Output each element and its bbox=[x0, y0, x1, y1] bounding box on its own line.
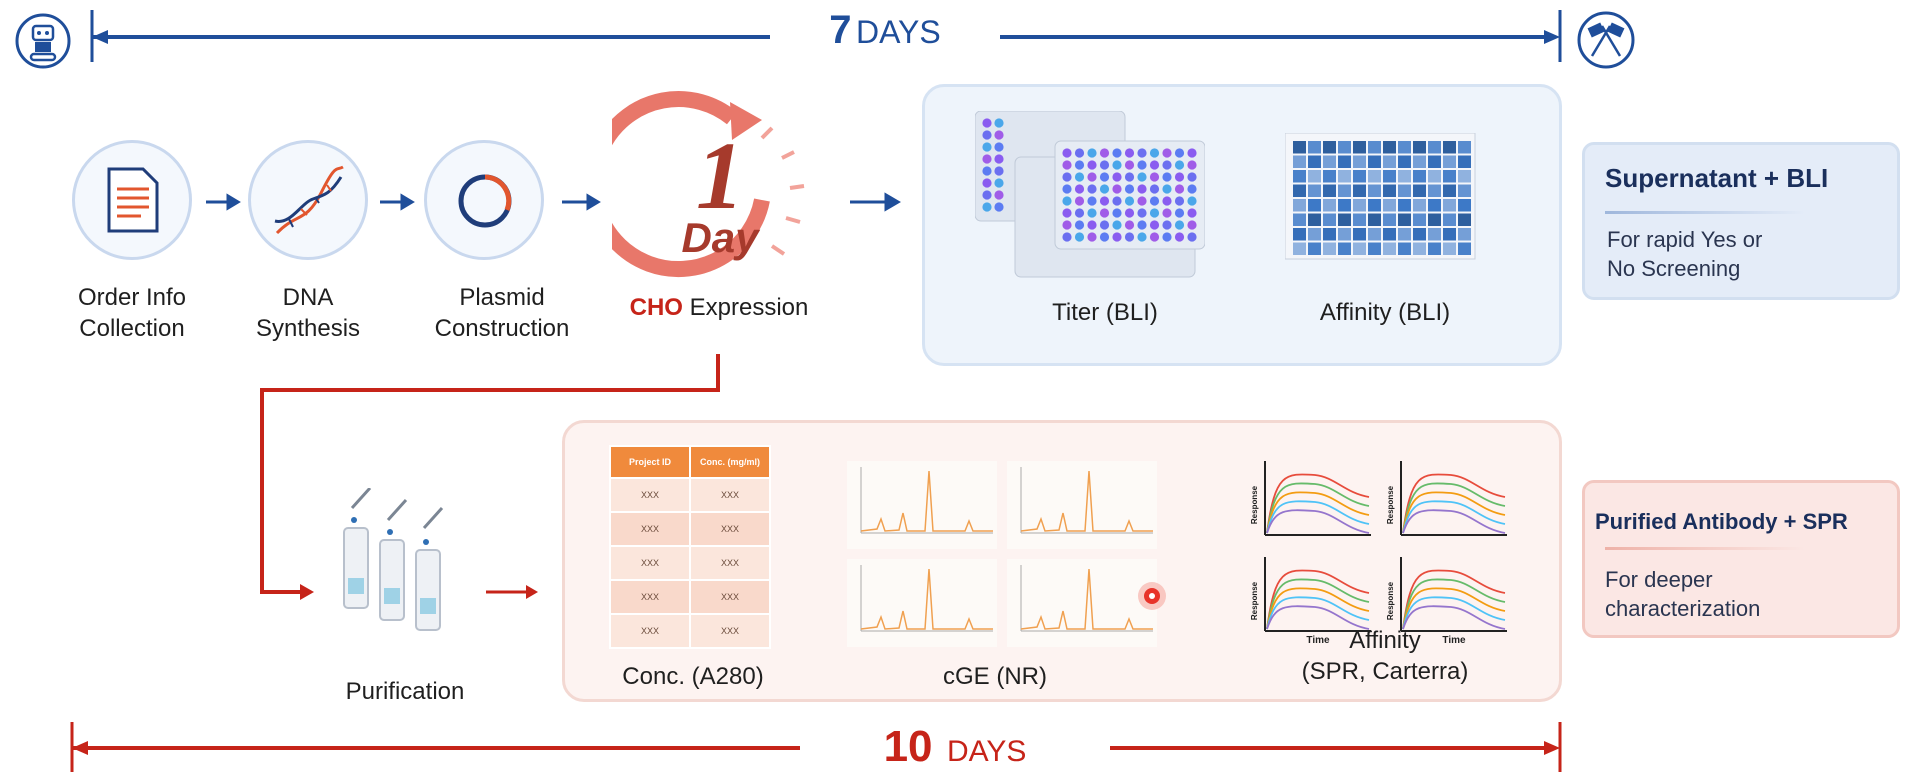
table-cell: XXX bbox=[689, 477, 771, 513]
table-row: XXX XXX bbox=[609, 511, 771, 547]
dna-synthesis-label: DNA Synthesis bbox=[255, 284, 361, 342]
table-cell: XXX bbox=[609, 613, 691, 649]
spr-sensorgrams: Response Response Response Time Response Time bbox=[1250, 461, 1507, 645]
supernatant-title: Supernatant + BLI bbox=[1605, 163, 1829, 193]
cho-expression-label: CHO Expression bbox=[604, 292, 834, 323]
red-connector-arrow bbox=[260, 354, 720, 600]
timer-number: 1 bbox=[696, 122, 744, 229]
table-cell: XXX bbox=[689, 545, 771, 581]
purification-label: Purification bbox=[345, 678, 465, 705]
affinity-spr-label: Affinity (SPR, Carterra) bbox=[1301, 627, 1469, 685]
supernatant-divider bbox=[1605, 211, 1805, 214]
svg-text:Response: Response bbox=[1386, 581, 1395, 620]
table-header-project-id: Project ID bbox=[609, 445, 691, 479]
table-row: XXX XXX bbox=[609, 613, 771, 649]
svg-text:Response: Response bbox=[1250, 581, 1259, 620]
order-info-label: Order Info Collection bbox=[77, 284, 187, 342]
bottom-timeline-arrow bbox=[70, 722, 1562, 772]
table-cell: XXX bbox=[689, 511, 771, 547]
racing-flags-icon bbox=[1577, 11, 1635, 69]
svg-text:Response: Response bbox=[1250, 485, 1259, 524]
purified-card: Purified Antibody + SPR For deeper chara… bbox=[1582, 480, 1900, 638]
conc-label: Conc. (A280) bbox=[622, 663, 764, 690]
top-days-label: 7 DAYS bbox=[780, 8, 990, 53]
cho-prefix: CHO bbox=[629, 294, 683, 321]
titer-plates bbox=[975, 111, 1205, 278]
cho-suffix: Expression bbox=[682, 294, 809, 321]
top-days-number: 7 bbox=[829, 8, 852, 52]
svg-text:Response: Response bbox=[1386, 485, 1395, 524]
top-timeline-arrow bbox=[90, 10, 1562, 62]
supernatant-desc: For rapid Yes or No Screening bbox=[1607, 227, 1763, 281]
purification-columns-icon bbox=[343, 488, 444, 631]
top-timeline: 7 DAYS bbox=[0, 0, 1920, 70]
table-cell: XXX bbox=[609, 511, 691, 547]
affinity-bli-label: Affinity (BLI) bbox=[1319, 299, 1451, 326]
bli-panel: Titer (BLI) Affinity (BLI) bbox=[922, 84, 1562, 366]
table-cell: XXX bbox=[689, 579, 771, 615]
cge-electropherograms bbox=[847, 461, 1157, 647]
conc-table: Project ID Conc. (mg/ml) XXX XXX XXX XXX X… bbox=[609, 445, 771, 649]
table-row: XXX XXX bbox=[609, 477, 771, 513]
bottom-days-label: 10 DAYS bbox=[820, 722, 1090, 772]
titer-label: Titer (BLI) bbox=[1052, 299, 1158, 326]
top-days-unit: DAYS bbox=[855, 14, 941, 50]
plasmid-label: Plasmid Construction bbox=[434, 284, 570, 342]
supernatant-card: Supernatant + BLI For rapid Yes or No Sc… bbox=[1582, 142, 1900, 300]
affinity-plate-heatmap bbox=[1285, 133, 1476, 260]
step-arrows bbox=[206, 192, 901, 212]
order-info-circle bbox=[72, 140, 192, 260]
purified-divider bbox=[1605, 547, 1805, 550]
document-icon bbox=[107, 167, 159, 233]
robot-icon bbox=[15, 13, 71, 69]
purification-arrow bbox=[486, 585, 538, 599]
table-row: XXX XXX bbox=[609, 579, 771, 615]
svg-text:Time: Time bbox=[1442, 635, 1466, 645]
plasmid-icon bbox=[458, 174, 512, 228]
cursor-highlight-icon bbox=[1138, 582, 1166, 610]
purified-title: Purified Antibody + SPR bbox=[1595, 509, 1848, 534]
table-cell: XXX bbox=[609, 579, 691, 615]
bottom-days-unit: DAYS bbox=[946, 735, 1027, 768]
table-cell: XXX bbox=[689, 613, 771, 649]
table-cell: XXX bbox=[609, 477, 691, 513]
bottom-days-number: 10 bbox=[883, 722, 933, 771]
timer-unit: Day bbox=[681, 214, 759, 261]
table-row: XXX XXX bbox=[609, 545, 771, 581]
cge-label: cGE (NR) bbox=[943, 663, 1047, 690]
dna-circle bbox=[248, 140, 368, 260]
table-cell: XXX bbox=[609, 545, 691, 581]
plasmid-circle bbox=[424, 140, 544, 260]
stopwatch-icon bbox=[612, 91, 805, 278]
dna-icon bbox=[274, 165, 344, 235]
table-header-conc: Conc. (mg/ml) bbox=[689, 445, 771, 479]
svg-text:Time: Time bbox=[1306, 635, 1330, 645]
spr-panel: Project ID Conc. (mg/ml) XXX XXX XXX XXX X… bbox=[562, 420, 1562, 702]
purified-desc: For deeper characterization bbox=[1605, 567, 1761, 621]
